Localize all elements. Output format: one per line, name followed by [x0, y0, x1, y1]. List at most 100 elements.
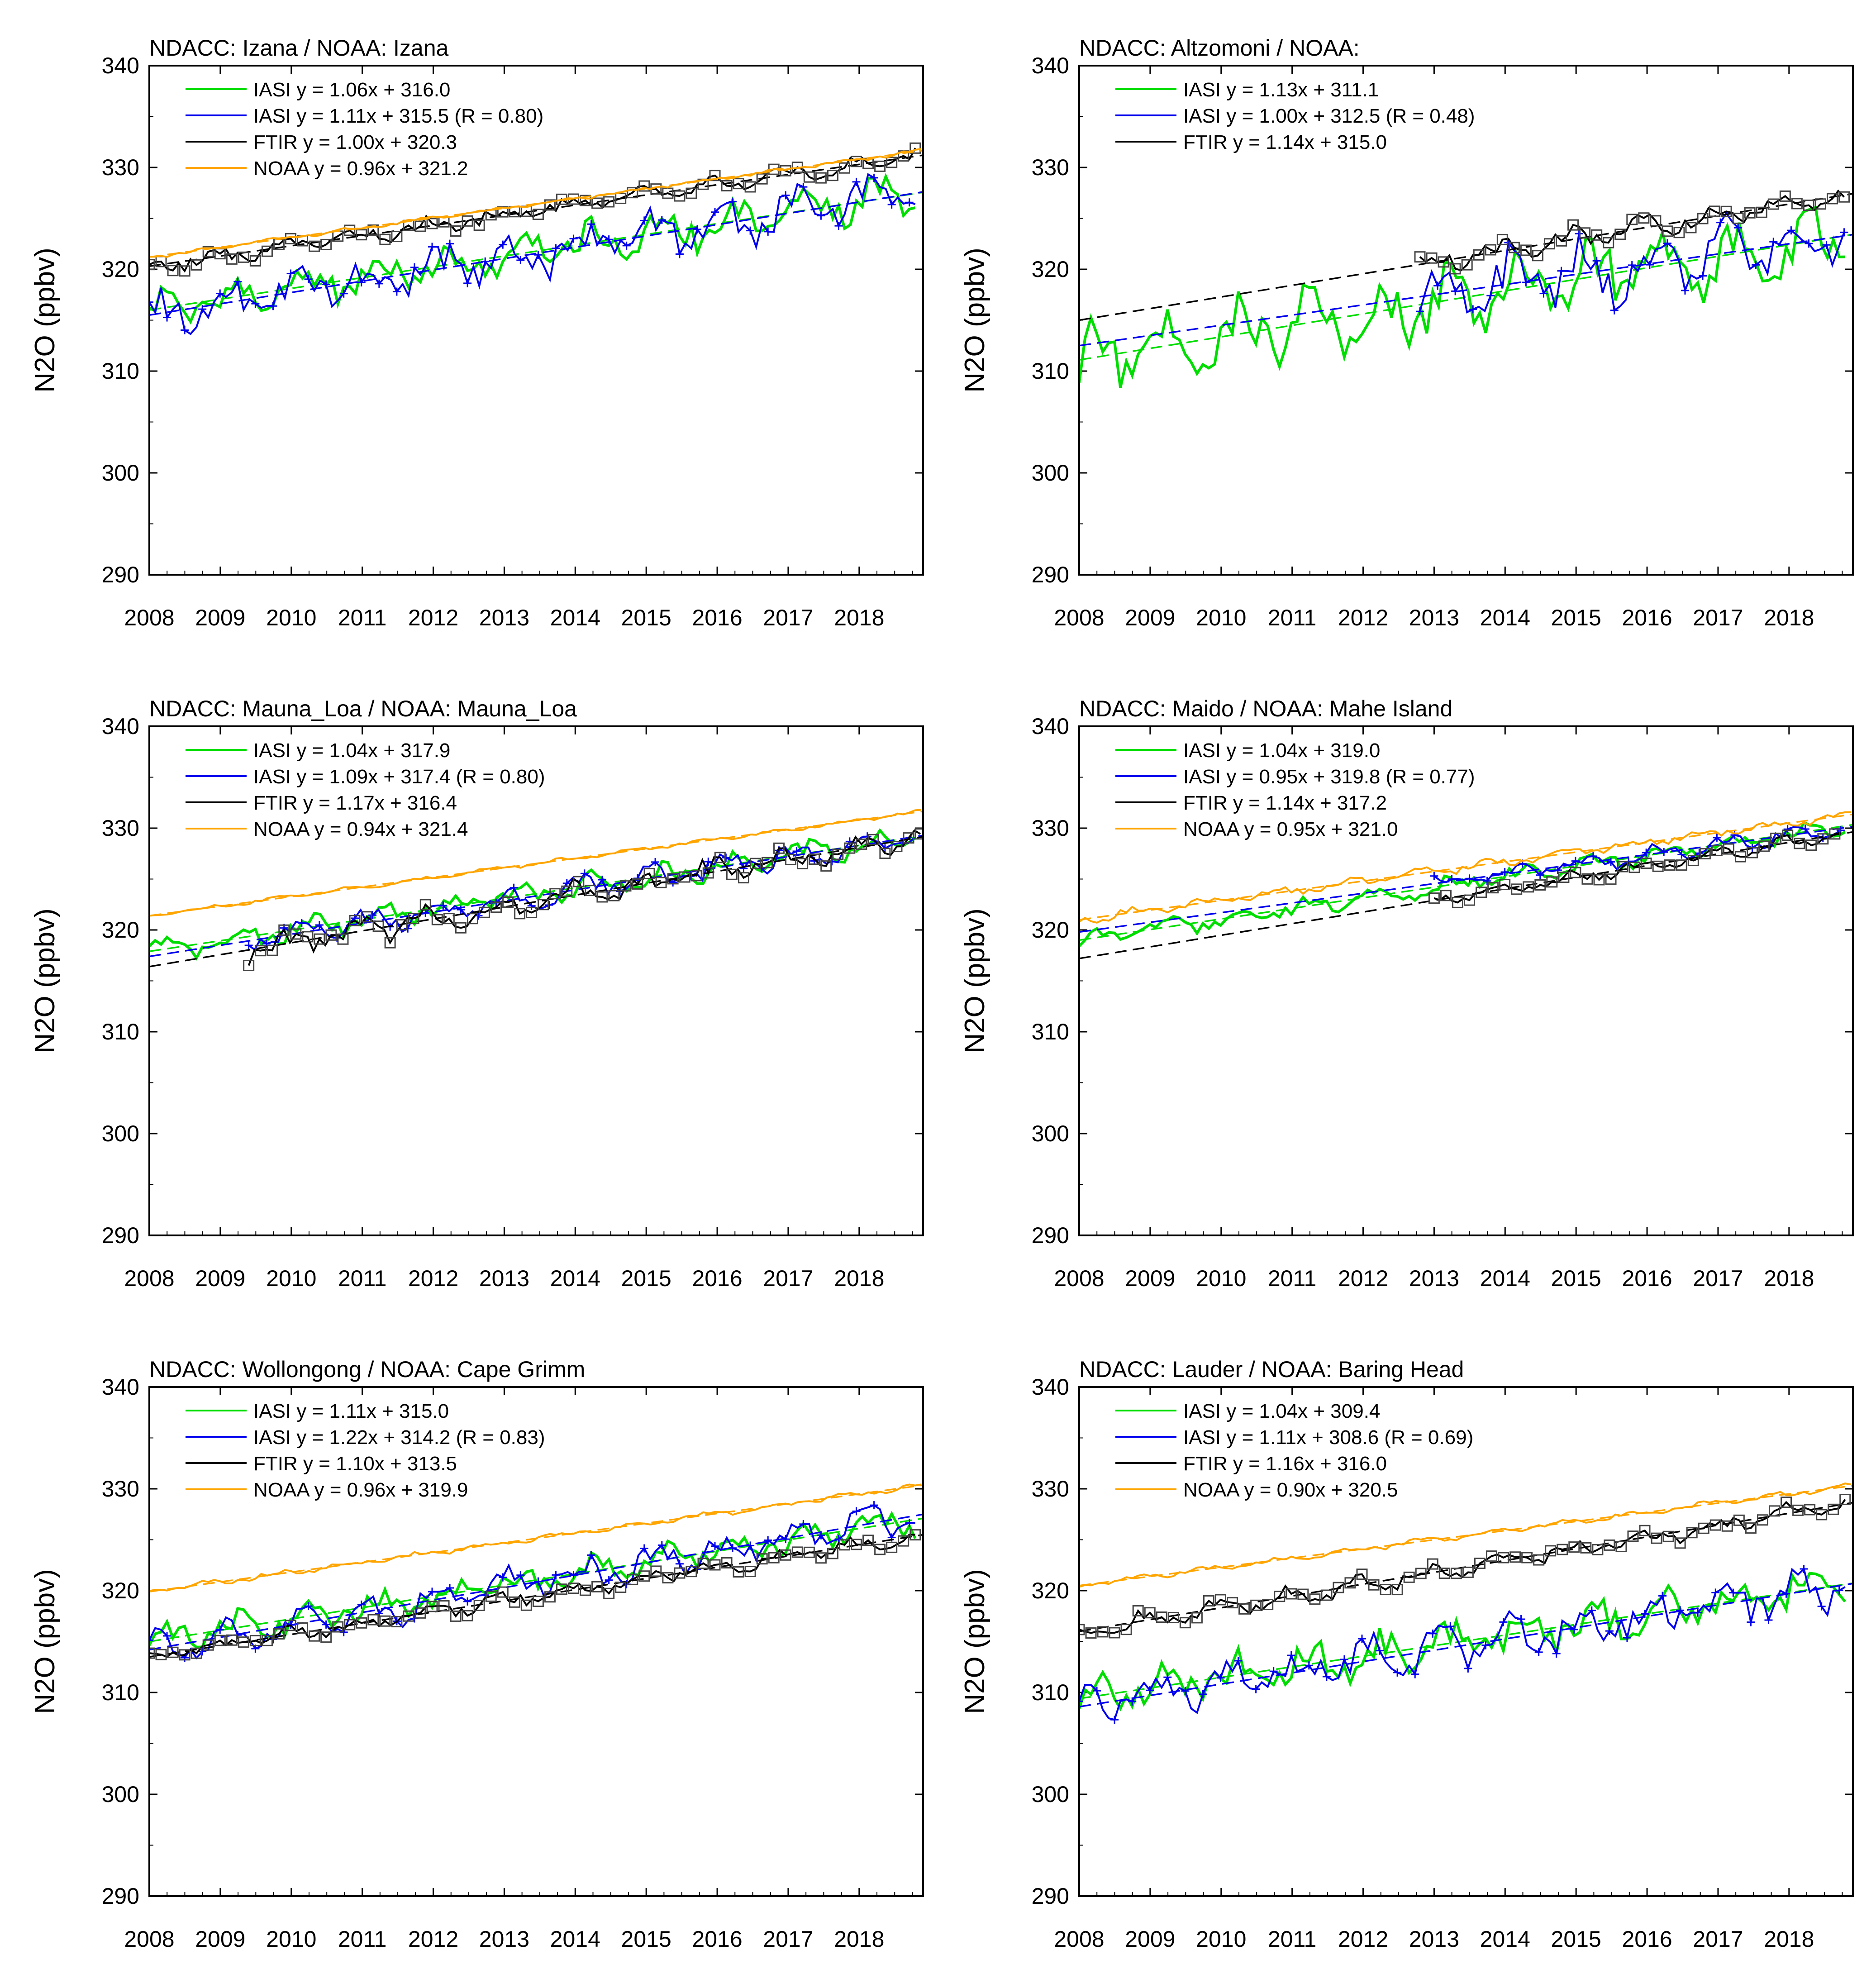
y-tick-label: 340	[1032, 53, 1069, 78]
ftir-marker	[1428, 892, 1440, 904]
ftir-marker	[1651, 1532, 1662, 1544]
ftir-marker	[290, 928, 302, 940]
ftir-marker	[1720, 205, 1732, 217]
iasi-marker	[1645, 261, 1654, 269]
ftir-marker	[1779, 190, 1791, 202]
ftir-marker	[1438, 1568, 1450, 1579]
y-tick-label: 310	[102, 1019, 139, 1044]
iasi-marker	[1575, 229, 1583, 238]
x-tick-label: 2018	[834, 605, 884, 630]
legend: IASI y = 1.04x + 319.0 IASI y = 0.95x + 3…	[1115, 739, 1475, 840]
x-tick-label: 2018	[834, 1926, 884, 1952]
ftir-marker	[1227, 1597, 1238, 1609]
x-tick-label: 2008	[124, 605, 174, 630]
iasi-marker	[764, 227, 772, 236]
iasi-marker	[1663, 239, 1671, 248]
ftir-marker	[851, 156, 862, 167]
x-tick-label: 2012	[408, 605, 458, 630]
ftir-marker	[1533, 1554, 1545, 1566]
iasi-marker	[1695, 849, 1704, 858]
ftir-marker	[155, 1649, 167, 1660]
iasi-marker	[1287, 1651, 1295, 1660]
ftir-marker	[538, 899, 549, 910]
y-tick-label: 340	[102, 53, 139, 78]
x-tick-label: 2015	[1551, 1926, 1601, 1952]
iasi-marker	[149, 1636, 153, 1645]
iasi-marker	[481, 257, 490, 266]
ftir-marker	[367, 224, 379, 236]
ftir-marker	[462, 215, 473, 227]
ftir-marker	[285, 1620, 297, 1631]
ftir-marker	[1356, 1568, 1368, 1580]
iasi-marker	[633, 874, 642, 882]
iasi-marker	[545, 901, 553, 909]
chart-title: NDACC: Izana / NOAA: Izana	[149, 35, 449, 61]
legend-label-1: IASI y = 1.11x + 315.0	[253, 1400, 449, 1422]
ftir-marker	[1711, 845, 1723, 857]
ftir-marker	[391, 1616, 403, 1628]
ftir-marker	[1286, 1588, 1297, 1600]
ftir-marker	[856, 838, 867, 850]
x-tick-label: 2008	[1054, 605, 1104, 630]
ftir-marker	[267, 944, 278, 956]
iasi-marker	[640, 1544, 648, 1553]
iasi-marker	[799, 1520, 808, 1528]
ftir-marker	[520, 1599, 532, 1611]
x-tick-label: 2017	[1693, 1266, 1743, 1291]
ftir-marker	[721, 1557, 733, 1569]
y-tick-label: 320	[1032, 257, 1069, 282]
x-tick-label: 2017	[1693, 605, 1743, 630]
iasi-marker	[852, 177, 861, 186]
iasi-marker	[251, 300, 260, 308]
x-tick-label: 2010	[266, 605, 316, 630]
ftir-marker	[886, 157, 898, 168]
chart-panel-3: NDACC: Mauna_Loa / NOAA: Mauna_Loa N2O (p…	[29, 696, 924, 1291]
iasi-marker	[834, 1535, 843, 1544]
legend-label-3: FTIR y = 1.17x + 316.4	[253, 792, 457, 814]
iasi-marker	[198, 1647, 207, 1656]
x-tick-label: 2013	[479, 605, 529, 630]
ftir-marker	[820, 860, 832, 872]
ftir-marker	[886, 1541, 898, 1553]
ftir-marker	[455, 922, 467, 934]
ftir-marker	[1521, 1552, 1533, 1564]
series-line-4	[149, 1483, 922, 1592]
ftir-marker	[414, 220, 426, 232]
y-tick-label: 290	[102, 562, 139, 587]
ftir-marker	[1593, 874, 1605, 886]
ftir-marker	[827, 1548, 838, 1559]
y-axis-label: N2O (ppbv)	[959, 248, 990, 392]
x-tick-label: 2013	[1409, 1266, 1459, 1291]
ftir-marker	[462, 1610, 473, 1621]
ftir-marker	[391, 230, 403, 242]
ftir-marker	[1546, 876, 1558, 888]
ftir-marker	[1567, 219, 1579, 231]
iasi-marker	[1465, 874, 1474, 883]
iasi-marker	[834, 222, 843, 230]
iasi-marker	[1322, 1673, 1331, 1681]
ftir-marker	[1605, 873, 1617, 885]
ftir-marker	[226, 1634, 238, 1646]
ftir-marker	[1511, 883, 1523, 895]
ftir-marker	[473, 1600, 485, 1611]
chart-title: NDACC: Maido / NOAA: Mahe Island	[1079, 696, 1452, 721]
y-tick-label: 300	[102, 460, 139, 486]
iasi-marker	[870, 1501, 878, 1510]
iasi-marker	[1376, 1646, 1384, 1655]
iasi-marker	[1181, 1687, 1190, 1695]
ftir-marker	[544, 1591, 556, 1603]
ftir-marker	[526, 907, 538, 919]
series-line-3	[1419, 189, 1845, 272]
legend: IASI y = 1.13x + 311.1 IASI y = 1.00x + 3…	[1115, 79, 1475, 153]
ftir-marker	[190, 259, 202, 271]
ftir-marker	[1603, 237, 1614, 248]
series-line-4	[149, 809, 921, 917]
iasi-marker	[746, 1541, 755, 1550]
iasi-marker	[322, 1620, 330, 1629]
iasi-marker	[244, 941, 253, 949]
ftir-marker	[591, 1581, 603, 1592]
ftir-marker	[1640, 858, 1652, 869]
y-tick-label: 300	[1032, 460, 1069, 486]
x-tick-label: 2009	[195, 605, 245, 630]
ftir-marker	[1568, 1541, 1580, 1553]
